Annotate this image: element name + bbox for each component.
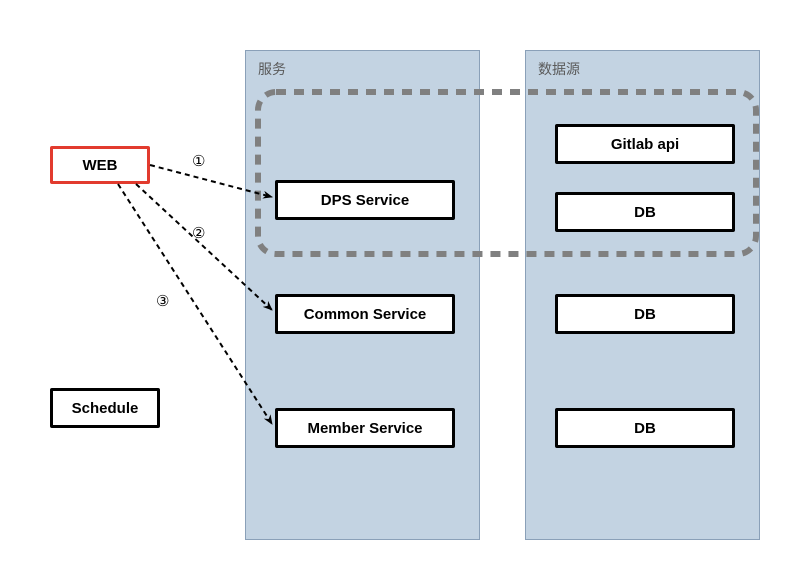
db3-label: DB	[634, 420, 656, 437]
db2-node: DB	[555, 294, 735, 334]
web-label: WEB	[83, 157, 118, 174]
db2-label: DB	[634, 306, 656, 323]
db1-label: DB	[634, 204, 656, 221]
common-node: Common Service	[275, 294, 455, 334]
edge-label-1: ①	[192, 152, 205, 170]
edge-label-2: ②	[192, 224, 205, 242]
gitlab-label: Gitlab api	[611, 136, 679, 153]
member-node: Member Service	[275, 408, 455, 448]
dps-label: DPS Service	[321, 192, 409, 209]
web-node: WEB	[50, 146, 150, 184]
dps-node: DPS Service	[275, 180, 455, 220]
gitlab-node: Gitlab api	[555, 124, 735, 164]
member-label: Member Service	[307, 420, 422, 437]
db3-node: DB	[555, 408, 735, 448]
schedule-node: Schedule	[50, 388, 160, 428]
common-label: Common Service	[304, 306, 427, 323]
datasources-title: 数据源	[538, 59, 580, 79]
schedule-label: Schedule	[72, 400, 139, 417]
db1-node: DB	[555, 192, 735, 232]
services-title: 服务	[258, 59, 286, 79]
edge-label-3: ③	[156, 292, 169, 310]
